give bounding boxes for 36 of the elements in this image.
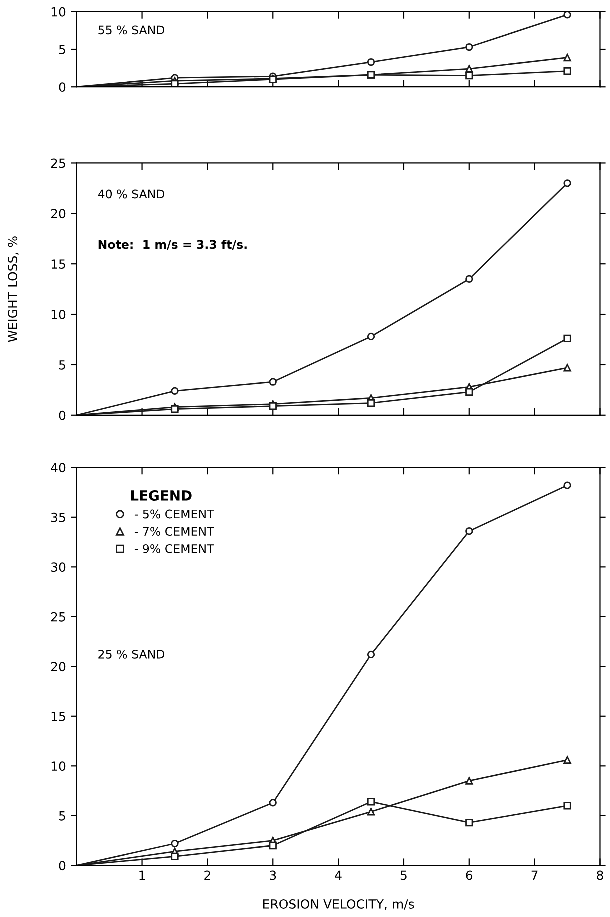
y-tick-label: 15 — [52, 260, 66, 270]
y-tick-label: 25 — [51, 158, 66, 168]
y-tick-label: 30 — [51, 562, 66, 572]
legend-label: - 7% CEMENT — [134, 527, 214, 536]
y-axis-title: WEIGHT LOSS, % — [8, 236, 19, 342]
y-tick-label: 5 — [59, 45, 66, 54]
y-tick-label: 40 — [51, 463, 66, 473]
y-tick-label: 20 — [51, 662, 66, 672]
y-tick-label: 20 — [51, 209, 66, 219]
annotation: 25 % SAND — [98, 650, 165, 659]
legend-label: - 9% CEMENT — [134, 544, 214, 554]
legend-title: LEGEND — [131, 490, 192, 501]
x-tick-label: 1 — [140, 870, 146, 880]
y-tick-label: 10 — [52, 762, 66, 772]
x-tick-label: 6 — [466, 870, 473, 880]
y-tick-label: 15 — [52, 712, 66, 722]
y-tick-label: 0 — [59, 861, 66, 871]
y-tick-label: 35 — [51, 512, 66, 522]
y-tick-label: 25 — [51, 612, 66, 622]
x-tick-label: 5 — [400, 870, 407, 880]
x-tick-label: 8 — [597, 870, 604, 880]
x-tick-label: 3 — [270, 870, 276, 880]
annotation: Note: 1 m/s = 3.3 ft/s. — [98, 240, 247, 250]
legend-label: - 5% CEMENT — [134, 510, 214, 519]
annotation: 40 % SAND — [98, 190, 165, 199]
y-tick-label: 5 — [59, 812, 66, 821]
y-tick-label: 0 — [59, 410, 66, 420]
x-tick-label: 2 — [204, 870, 210, 880]
x-tick-label: 4 — [335, 870, 342, 880]
y-tick-label: 0 — [59, 82, 66, 92]
x-tick-label: 7 — [532, 870, 538, 880]
y-tick-label: 5 — [59, 360, 66, 370]
y-tick-label: 10 — [52, 7, 66, 17]
x-axis-title: EROSION VELOCITY, m/s — [264, 899, 414, 910]
y-tick-label: 10 — [52, 310, 66, 320]
annotation: 55 % SAND — [98, 26, 165, 35]
